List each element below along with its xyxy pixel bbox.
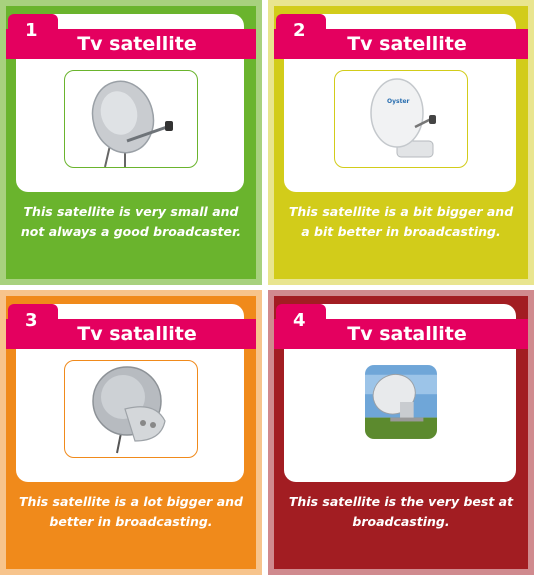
card-caption: This satellite is the very best at broad… bbox=[288, 494, 514, 529]
card-number-badge: 4 bbox=[276, 304, 326, 348]
card-caption: This satellite is very small and not alw… bbox=[20, 204, 242, 239]
svg-text:Oyster: Oyster bbox=[387, 98, 410, 105]
card-title: Tv satallite bbox=[347, 323, 467, 345]
card-image-frame: Oyster bbox=[334, 70, 468, 168]
card-caption: This satellite is a bit bigger and a bit… bbox=[288, 204, 514, 239]
radio-telescope-icon bbox=[365, 365, 437, 439]
card-4: Tv satallite 4 This satellite is the ver… bbox=[268, 290, 534, 575]
card-image-frame bbox=[64, 70, 198, 168]
card-2: Tv satellite 2 Oyster This satellite is … bbox=[268, 0, 534, 285]
card-number-badge: 2 bbox=[276, 14, 326, 58]
card-3: Tv satallite 3 This satellite is a lot b… bbox=[0, 290, 262, 575]
card-number-badge: 1 bbox=[8, 14, 58, 58]
card-1: Tv satellite 1 This satellite is very sm… bbox=[0, 0, 262, 285]
dome-dish-icon: Oyster bbox=[370, 78, 436, 158]
card-caption: This satellite is a lot bigger and bette… bbox=[19, 494, 243, 529]
card-image-frame bbox=[64, 360, 198, 458]
card-title: Tv satellite bbox=[347, 33, 467, 55]
card-number-badge: 3 bbox=[8, 304, 58, 348]
small-dish-icon bbox=[91, 80, 173, 167]
card-image-frame bbox=[364, 364, 438, 440]
card-title: Tv satellite bbox=[77, 33, 197, 55]
card-title: Tv satallite bbox=[77, 323, 197, 345]
large-dish-icon bbox=[92, 366, 166, 454]
